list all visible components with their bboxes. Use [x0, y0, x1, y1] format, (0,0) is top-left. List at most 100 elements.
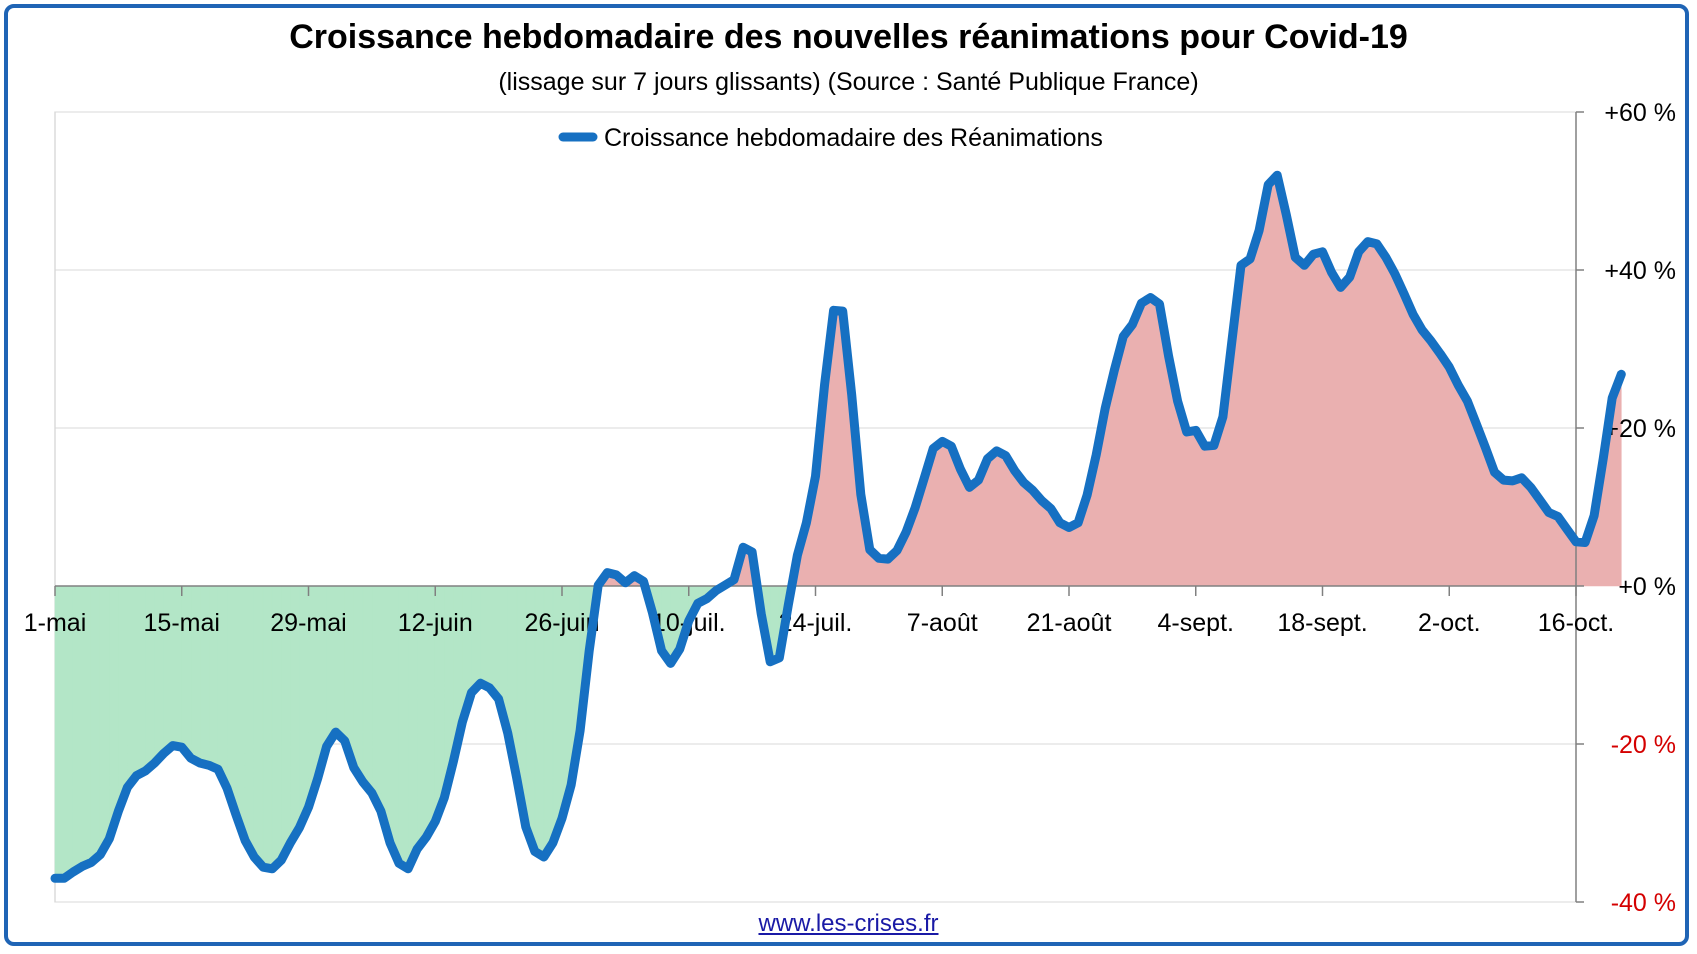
data-point	[643, 580, 645, 582]
x-tick-label: 16-oct.	[1538, 609, 1614, 637]
data-point	[154, 762, 156, 764]
data-point	[416, 848, 418, 850]
data-point	[353, 767, 355, 769]
data-point	[298, 827, 300, 829]
data-point	[1421, 329, 1423, 331]
data-point	[597, 584, 599, 586]
y-tick-label: +40 %	[1604, 257, 1676, 285]
data-point	[516, 777, 518, 779]
data-point	[760, 613, 762, 615]
data-point	[1104, 407, 1106, 409]
data-point	[1231, 339, 1233, 341]
data-point	[1276, 174, 1278, 176]
data-point	[1539, 499, 1541, 501]
data-point	[1222, 416, 1224, 418]
data-point	[1041, 500, 1043, 502]
data-point	[1602, 458, 1604, 460]
data-point	[471, 692, 473, 694]
y-tick-label: +60 %	[1604, 99, 1676, 127]
data-point	[950, 445, 952, 447]
data-point	[1303, 264, 1305, 266]
data-point	[679, 648, 681, 650]
data-point	[1086, 494, 1088, 496]
data-point	[1394, 273, 1396, 275]
data-point	[1258, 230, 1260, 232]
data-point	[326, 745, 328, 747]
data-point	[163, 753, 165, 755]
data-point	[1312, 253, 1314, 255]
data-point	[1122, 335, 1124, 337]
data-point	[1150, 297, 1152, 299]
data-point	[1186, 431, 1188, 433]
legend-label: Croissance hebdomadaire des Réanimations	[604, 124, 1103, 152]
data-point	[434, 820, 436, 822]
data-point	[1113, 369, 1115, 371]
data-point	[1340, 286, 1342, 288]
data-point	[81, 865, 83, 867]
chart-title: Croissance hebdomadaire des nouvelles ré…	[289, 18, 1408, 56]
data-point	[1177, 400, 1179, 402]
data-point	[217, 768, 219, 770]
data-point	[1023, 482, 1025, 484]
data-point	[443, 797, 445, 799]
data-point	[932, 448, 934, 450]
data-point	[1557, 516, 1559, 518]
data-point	[751, 551, 753, 553]
data-point	[452, 760, 454, 762]
data-point	[968, 486, 970, 488]
data-point	[308, 806, 310, 808]
data-point	[398, 862, 400, 864]
data-point	[108, 838, 110, 840]
data-point	[1376, 243, 1378, 245]
data-point	[1240, 264, 1242, 266]
x-tick-label: 26-juin	[524, 609, 599, 637]
data-point	[1204, 445, 1206, 447]
data-point	[1077, 522, 1079, 524]
data-point	[289, 842, 291, 844]
data-point	[380, 810, 382, 812]
data-point	[136, 775, 138, 777]
data-point	[688, 620, 690, 622]
data-point	[1575, 541, 1577, 543]
data-point	[570, 784, 572, 786]
data-point	[959, 468, 961, 470]
data-point	[1159, 303, 1161, 305]
data-point	[733, 579, 735, 581]
data-point	[1285, 214, 1287, 216]
data-point	[606, 572, 608, 574]
data-point	[1584, 542, 1586, 544]
data-point	[235, 814, 237, 816]
data-point	[805, 522, 807, 524]
data-point	[941, 440, 943, 442]
data-point	[588, 650, 590, 652]
data-point	[1403, 293, 1405, 295]
data-point	[507, 732, 509, 734]
data-point	[489, 687, 491, 689]
data-point	[1466, 400, 1468, 402]
data-point	[978, 479, 980, 481]
website-link[interactable]: www.les-crises.fr	[758, 910, 939, 937]
data-point	[280, 859, 282, 861]
data-point	[878, 557, 880, 559]
x-tick-label: 4-sept.	[1158, 609, 1234, 637]
data-point	[126, 786, 128, 788]
data-point	[534, 850, 536, 852]
data-point	[1267, 184, 1269, 186]
data-point	[226, 787, 228, 789]
data-point	[715, 590, 717, 592]
data-point	[1032, 489, 1034, 491]
data-point	[199, 762, 201, 764]
data-point	[905, 531, 907, 533]
data-point	[670, 662, 672, 664]
data-point	[253, 856, 255, 858]
data-point	[389, 842, 391, 844]
data-point	[697, 602, 699, 604]
y-tick-label: +0 %	[1618, 573, 1676, 601]
data-point	[1213, 444, 1215, 446]
data-point	[425, 836, 427, 838]
data-point	[1014, 470, 1016, 472]
data-point	[543, 856, 545, 858]
x-tick-label: 7-août	[907, 609, 978, 637]
data-point	[362, 781, 364, 783]
data-point	[1503, 479, 1505, 481]
